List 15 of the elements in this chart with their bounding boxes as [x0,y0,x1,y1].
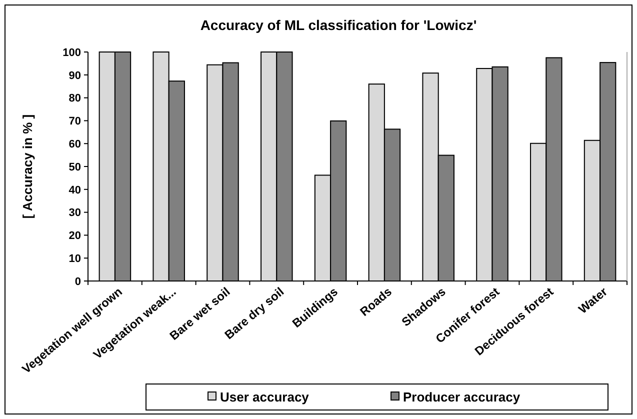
legend-label: User accuracy [220,390,310,405]
y-tick-label: 40 [68,184,81,196]
legend-label: Producer accuracy [403,390,521,405]
y-tick-label: 80 [68,92,81,105]
y-tick-label: 90 [68,70,81,82]
y-tick-label: 10 [68,252,81,265]
chart-title: Accuracy of ML classification for 'Lowicz' [200,17,477,33]
y-tick-label: 0 [74,276,81,288]
y-axis-title: [ Accuracy in % ] [20,114,35,219]
y-tick-label: 50 [68,161,81,174]
y-tick-label: 100 [62,46,81,59]
y-tick-label: 60 [68,138,81,150]
y-tick-label: 20 [68,230,81,242]
y-tick-label: 30 [68,207,81,220]
y-tick-label: 70 [68,116,81,128]
